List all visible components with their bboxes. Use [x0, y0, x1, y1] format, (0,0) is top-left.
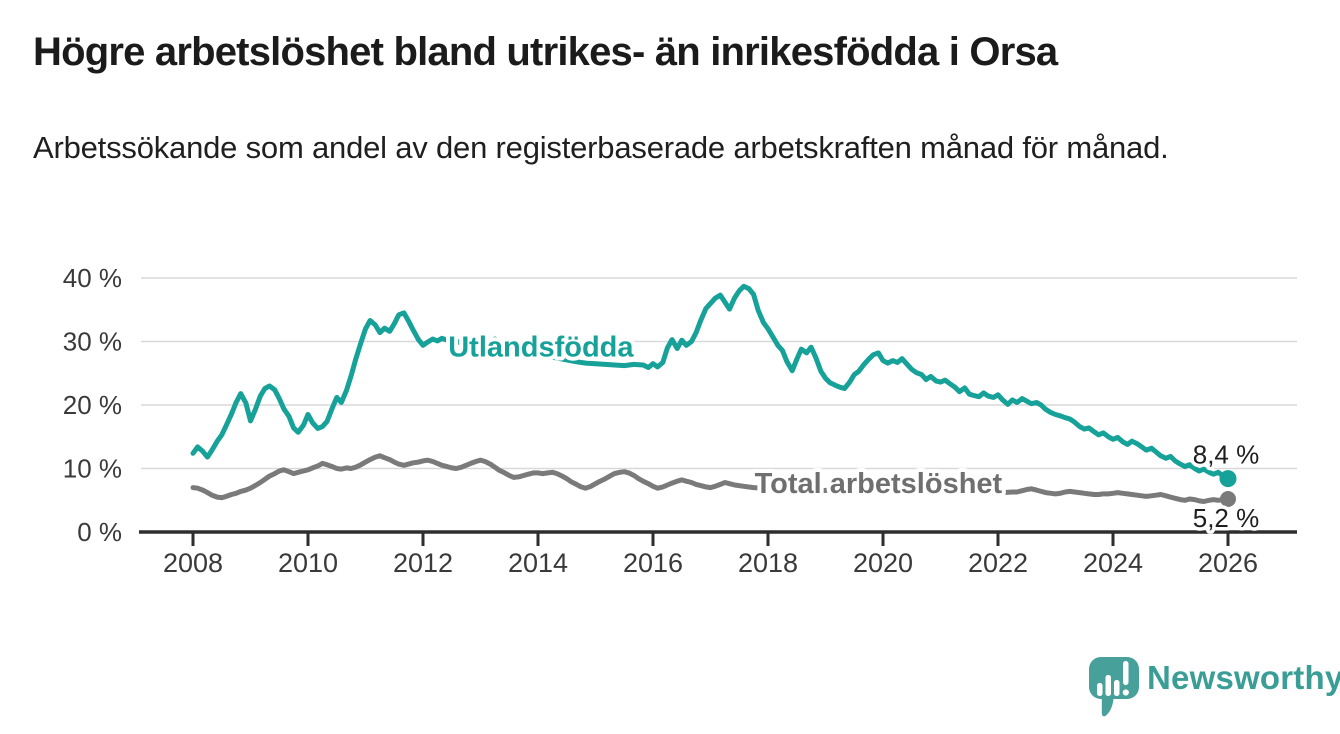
end-value-label-total: 5,2 %	[1193, 503, 1260, 533]
y-axis-labels: 0 % 10 % 20 % 30 % 40 %	[63, 263, 122, 547]
series-labels: Utlandsfödda Total arbetslöshet	[444, 328, 1006, 505]
gridlines	[139, 277, 1297, 534]
series-label-total: Total arbetslöshet	[755, 468, 1003, 500]
bar-1	[1097, 683, 1103, 696]
end-annotations: 8,4 % 5,2 %	[1189, 436, 1263, 536]
x-tick-label: 2020	[853, 548, 913, 578]
bar-3	[1114, 680, 1120, 696]
x-tick-label: 2012	[393, 548, 453, 578]
y-tick-label: 30 %	[63, 327, 122, 357]
x-tick-label: 2024	[1083, 548, 1143, 578]
newsworthy-logo-text: Newsworthy	[1147, 659, 1340, 696]
series-label-utlandsfodda: Utlandsfödda	[448, 332, 634, 364]
series-end-dot-utlandsfodda	[1219, 470, 1237, 488]
x-axis-labels: 2008 2010 2012 2014 2016 2018 2020 2022 2024 2026	[163, 548, 1258, 578]
series-end-dot-total	[1220, 490, 1236, 507]
end-value-label-utlandsfodda: 8,4 %	[1193, 440, 1260, 470]
x-tick-label: 2014	[508, 548, 568, 578]
y-tick-label: 20 %	[63, 390, 122, 420]
x-tick-label: 2016	[623, 548, 683, 578]
page-title: Högre arbetslöshet bland utrikes- än inr…	[33, 30, 1058, 74]
exclamation-dot	[1122, 689, 1129, 696]
y-tick-label: 0 %	[77, 517, 122, 547]
page-subtitle: Arbetssökande som andel av den registerb…	[33, 130, 1169, 165]
series-line-total	[190, 453, 1231, 504]
exclamation-bar	[1123, 661, 1129, 685]
y-tick-label: 40 %	[63, 263, 122, 293]
x-tick-label: 2010	[278, 548, 338, 578]
newsworthy-logo-icon	[1089, 657, 1139, 717]
series-line-utlandsfodda	[190, 283, 1231, 482]
bar-2	[1105, 675, 1111, 696]
x-tick-label: 2022	[968, 548, 1028, 578]
x-tick-label: 2008	[163, 548, 223, 578]
x-tick-label: 2018	[738, 548, 798, 578]
newsworthy-logo: Newsworthy	[1085, 652, 1340, 717]
x-tick-label: 2026	[1198, 548, 1258, 578]
x-axis	[191, 531, 1230, 546]
series-lines	[190, 283, 1237, 507]
y-tick-label: 10 %	[63, 454, 122, 484]
